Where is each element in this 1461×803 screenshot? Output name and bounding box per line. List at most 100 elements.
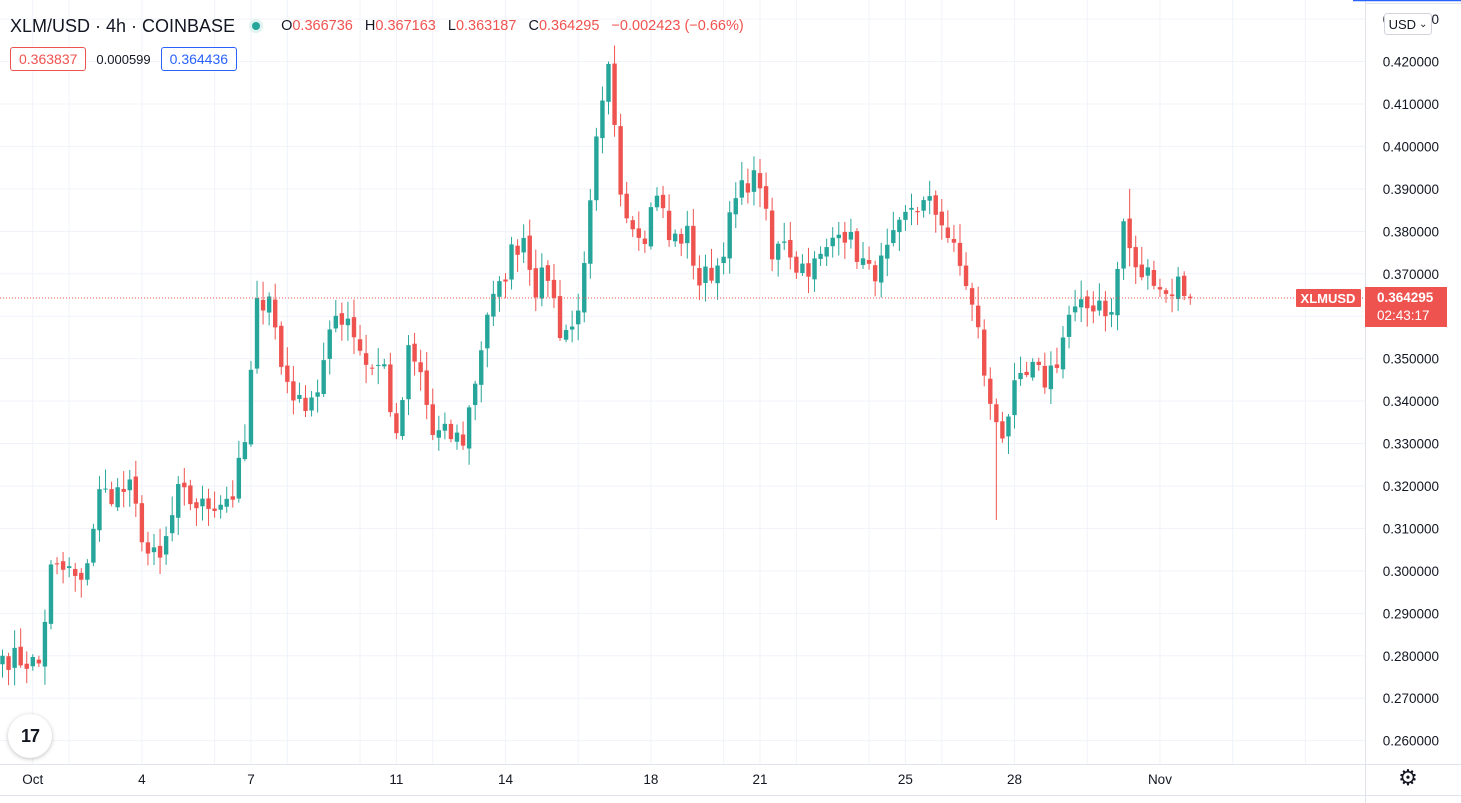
candle-body: [630, 220, 635, 230]
candle-body: [327, 329, 332, 359]
candle-body: [363, 353, 369, 365]
price-tick-label: 0.420000: [1383, 55, 1439, 70]
countdown-label: 02:43:17: [1377, 308, 1430, 323]
candle-body: [382, 364, 387, 367]
candle-body: [151, 547, 157, 553]
low-value: 0.363187: [455, 18, 517, 34]
candle-body: [818, 253, 823, 259]
interval-label[interactable]: 4h: [106, 15, 127, 36]
candle-body: [969, 288, 975, 305]
gear-icon[interactable]: ⚙: [1396, 766, 1420, 790]
candle-body: [1042, 365, 1048, 388]
candle-body: [957, 242, 963, 266]
candle-body: [430, 404, 435, 435]
sell-price-button[interactable]: 0.363837: [10, 47, 87, 71]
price-axis[interactable]: 0.260000 0.270000 0.280000 0.290000 0.300000…: [1353, 0, 1461, 803]
price-tick-label: 0.330000: [1383, 437, 1439, 452]
candle-body: [745, 183, 751, 193]
candle-body: [557, 296, 563, 339]
candle-body: [872, 265, 878, 282]
candle-body: [1157, 287, 1163, 290]
candle-body: [551, 279, 557, 298]
candle-body: [672, 233, 678, 242]
candle-body: [830, 237, 835, 247]
candle-body: [636, 228, 641, 238]
symbol-name[interactable]: XLM/USD: [10, 15, 91, 36]
candle-body: [988, 378, 993, 404]
candle-body: [891, 230, 896, 244]
candle-body: [788, 239, 793, 258]
candle-body: [497, 281, 502, 297]
time-tick-label: Oct: [22, 772, 43, 787]
candle-body: [715, 265, 720, 284]
candle-body: [521, 237, 526, 253]
candle-body: [236, 457, 242, 499]
candle-body: [509, 244, 514, 280]
candle-body: [30, 656, 35, 667]
candle-body: [1151, 269, 1157, 286]
price-tick-label: 0.320000: [1383, 479, 1439, 494]
candle-body: [127, 479, 132, 491]
candle-body: [260, 299, 266, 311]
currency-button[interactable]: USD ⌄: [1384, 13, 1432, 35]
candle-body: [472, 383, 478, 406]
candle-body: [945, 227, 951, 238]
candle-body: [854, 231, 860, 262]
time-tick-label: Nov: [1148, 772, 1172, 787]
candle-body: [369, 367, 375, 369]
low-label: L: [447, 18, 456, 34]
candle-body: [491, 293, 496, 317]
candle-body: [157, 545, 163, 558]
candle-body: [442, 423, 448, 431]
candle-body: [703, 266, 708, 283]
candle-body: [685, 225, 690, 244]
candle-body: [794, 256, 799, 273]
close-value: 0.364295: [538, 18, 600, 34]
candle-body: [751, 170, 757, 192]
candle-body: [533, 268, 538, 298]
tradingview-logo-icon[interactable]: 17: [8, 714, 52, 758]
candle-body: [848, 231, 854, 240]
change-value: −0.002423 (−0.66%): [611, 18, 744, 34]
candle-body: [709, 267, 714, 281]
candle-body: [660, 194, 666, 209]
candle-body: [1188, 296, 1193, 298]
candle-body: [1127, 218, 1132, 249]
candle-body: [539, 267, 545, 299]
high-label: H: [364, 18, 376, 34]
price-tick-label: 0.260000: [1383, 734, 1439, 749]
time-axis[interactable]: Oct 4 7 11 14 18 21 25 28 Nov: [0, 764, 1461, 803]
candle-body: [1133, 247, 1138, 268]
time-tick-label: 28: [1007, 772, 1022, 787]
logo-text: 17: [20, 725, 40, 746]
candle-body: [309, 397, 314, 411]
candle-body: [1036, 361, 1041, 365]
candle-body: [691, 225, 696, 266]
candle-body: [903, 211, 908, 220]
candle-body: [1030, 361, 1035, 378]
time-tick-label: 21: [752, 772, 767, 787]
header-separator: ·: [95, 15, 102, 36]
candle-body: [254, 298, 260, 369]
candle-body: [66, 566, 72, 569]
buy-price-button[interactable]: 0.364436: [160, 47, 238, 71]
candle-body: [527, 235, 532, 270]
candle-body: [594, 136, 599, 201]
candle-body: [1018, 372, 1023, 380]
candle-body: [400, 400, 405, 437]
candle-body: [121, 488, 126, 492]
price-tick-label: 0.410000: [1383, 97, 1439, 112]
open-value: 0.366736: [292, 18, 353, 34]
candle-body: [679, 234, 684, 244]
candle-body: [727, 212, 732, 259]
candle-body: [994, 404, 999, 423]
candle-body: [85, 563, 90, 580]
candle-body: [109, 489, 114, 505]
candle-body: [775, 243, 781, 260]
candle-body: [454, 432, 460, 442]
price-tick-label: 0.380000: [1383, 224, 1439, 239]
candle-body: [739, 180, 745, 198]
candle-body: [654, 195, 660, 208]
settings-glyph: ⚙: [1398, 765, 1418, 790]
